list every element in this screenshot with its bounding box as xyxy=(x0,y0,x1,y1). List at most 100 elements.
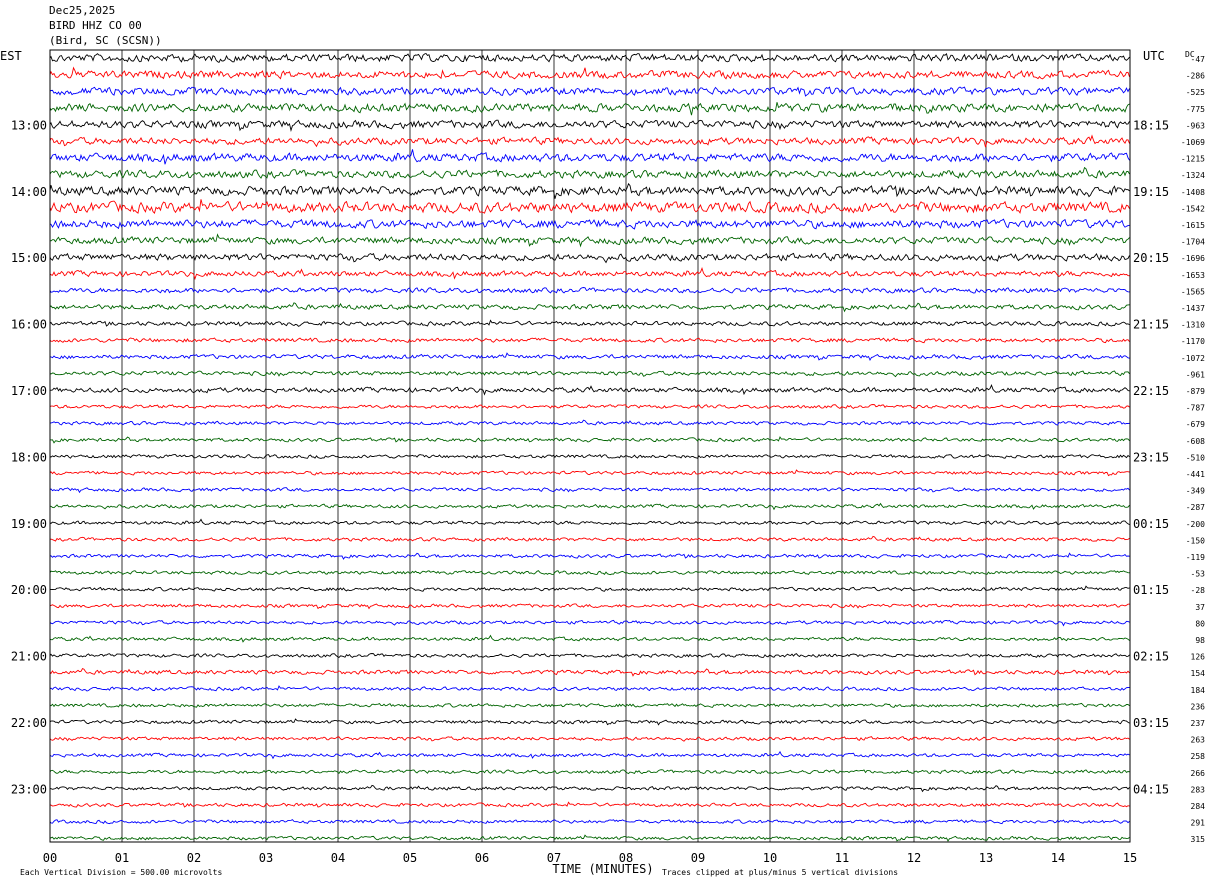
dc-offset-label: -200 xyxy=(1186,520,1205,529)
trace-line xyxy=(49,419,1130,426)
dc-offset-label: 258 xyxy=(1191,752,1206,761)
dc-offset-label: -1565 xyxy=(1181,287,1205,296)
trace-line xyxy=(49,801,1130,808)
trace-line xyxy=(49,149,1130,165)
dc-offset-label: -1215 xyxy=(1181,155,1205,164)
trace-line xyxy=(49,834,1130,842)
dc-offset-label: 291 xyxy=(1191,819,1206,828)
dc-title: DC xyxy=(1185,50,1195,59)
dc-offset-label: 98 xyxy=(1195,636,1205,645)
dc-offset-label: -1310 xyxy=(1181,321,1205,330)
trace-line xyxy=(49,352,1130,362)
trace-line xyxy=(49,685,1130,692)
utc-hour-label: 01:15 xyxy=(1133,583,1169,597)
trace-line xyxy=(49,535,1130,542)
trace-line xyxy=(49,750,1130,760)
dc-offset-label: 283 xyxy=(1191,785,1206,794)
dc-offset-label: -1069 xyxy=(1181,138,1205,147)
x-tick-label: 11 xyxy=(835,851,849,865)
dc-offset-label: -119 xyxy=(1186,553,1205,562)
trace-line xyxy=(49,287,1130,294)
utc-hour-label: 00:15 xyxy=(1133,517,1169,531)
trace-group xyxy=(49,52,1130,842)
x-tick-label: 03 xyxy=(259,851,273,865)
dc-offset-label: -963 xyxy=(1186,121,1205,130)
clip-note: Traces clipped at plus/minus 5 vertical … xyxy=(662,868,898,877)
dc-offset-label: -1170 xyxy=(1181,337,1205,346)
x-axis-title: TIME (MINUTES) xyxy=(552,862,653,876)
dc-offset-label: -1437 xyxy=(1181,304,1205,313)
trace-line xyxy=(49,302,1130,313)
trace-line xyxy=(49,134,1130,148)
dc-offset-label: -1653 xyxy=(1181,271,1205,280)
x-tick-label: 02 xyxy=(187,851,201,865)
trace-line xyxy=(49,319,1130,327)
trace-line xyxy=(49,552,1130,560)
dc-offset-label: -47 xyxy=(1191,55,1206,64)
trace-line xyxy=(49,404,1130,409)
plot-frame xyxy=(49,49,1131,843)
dc-offset-label: -525 xyxy=(1186,88,1205,97)
utc-hour-label: 23:15 xyxy=(1133,450,1169,464)
trace-line xyxy=(49,252,1130,264)
axis-labels: 00 01 02 03 04 05 06 07 08 09 10 11 12 13 14 15 -47 -286 -… xyxy=(0,49,1205,877)
trace-line xyxy=(49,487,1130,494)
dc-offset-label: 236 xyxy=(1191,702,1206,711)
trace-line xyxy=(49,502,1130,511)
dc-offset-label: 126 xyxy=(1191,653,1206,662)
trace-line xyxy=(49,52,1130,64)
dc-offset-label: -775 xyxy=(1186,105,1205,114)
est-hour-label: 23:00 xyxy=(11,782,47,796)
est-hour-label: 17:00 xyxy=(11,384,47,398)
dc-offset-label: -679 xyxy=(1186,420,1205,429)
trace-line xyxy=(49,436,1130,444)
dc-offset-label: -510 xyxy=(1186,453,1205,462)
dc-offset-label: -286 xyxy=(1186,72,1205,81)
est-hour-label: 13:00 xyxy=(11,118,47,132)
dc-offset-label: -879 xyxy=(1186,387,1205,396)
location-label: (Bird, SC (SCSN)) xyxy=(49,34,162,47)
x-tick-label: 07 xyxy=(547,851,561,865)
dc-offset-label: 154 xyxy=(1191,669,1206,678)
x-tick-label: 10 xyxy=(763,851,777,865)
est-hour-label: 20:00 xyxy=(11,583,47,597)
trace-line xyxy=(49,702,1130,708)
utc-axis-title: UTC xyxy=(1143,49,1165,63)
dc-offset-label: -287 xyxy=(1186,503,1205,512)
trace-line xyxy=(49,585,1130,592)
trace-line xyxy=(49,619,1130,627)
est-hour-label: 14:00 xyxy=(11,185,47,199)
trace-line xyxy=(49,86,1130,97)
dc-offset-label: -1324 xyxy=(1181,171,1205,180)
trace-line xyxy=(49,267,1130,281)
utc-hour-label: 20:15 xyxy=(1133,251,1169,265)
est-hour-label: 18:00 xyxy=(11,450,47,464)
trace-line xyxy=(49,370,1130,378)
est-hour-label: 15:00 xyxy=(11,251,47,265)
x-tick-label: 06 xyxy=(475,851,489,865)
x-tick-label: 05 xyxy=(403,851,417,865)
trace-line xyxy=(49,653,1130,658)
utc-hour-label: 04:15 xyxy=(1133,782,1169,796)
est-axis-title: EST xyxy=(0,49,22,63)
est-hour-label: 22:00 xyxy=(11,716,47,730)
utc-hour-label: 03:15 xyxy=(1133,716,1169,730)
trace-line xyxy=(49,603,1130,610)
scale-note: Each Vertical Division = 500.00 microvol… xyxy=(20,868,222,877)
dc-offset-label: -608 xyxy=(1186,437,1205,446)
trace-line xyxy=(49,469,1130,477)
x-tick-label: 12 xyxy=(907,851,921,865)
dc-offset-label: -1408 xyxy=(1181,188,1205,197)
dc-offset-label: -1704 xyxy=(1181,238,1205,247)
dc-offset-label: 266 xyxy=(1191,769,1206,778)
station-label: BIRD HHZ CO 00 xyxy=(49,19,142,32)
trace-line xyxy=(49,383,1130,396)
utc-hour-label: 18:15 xyxy=(1133,118,1169,132)
x-tick-label: 01 xyxy=(115,851,129,865)
trace-line xyxy=(49,166,1130,179)
trace-line xyxy=(49,453,1130,459)
trace-line xyxy=(49,199,1130,214)
utc-hour-label: 19:15 xyxy=(1133,185,1169,199)
dc-offset-label: -961 xyxy=(1186,370,1205,379)
dc-offset-label: -150 xyxy=(1186,536,1205,545)
